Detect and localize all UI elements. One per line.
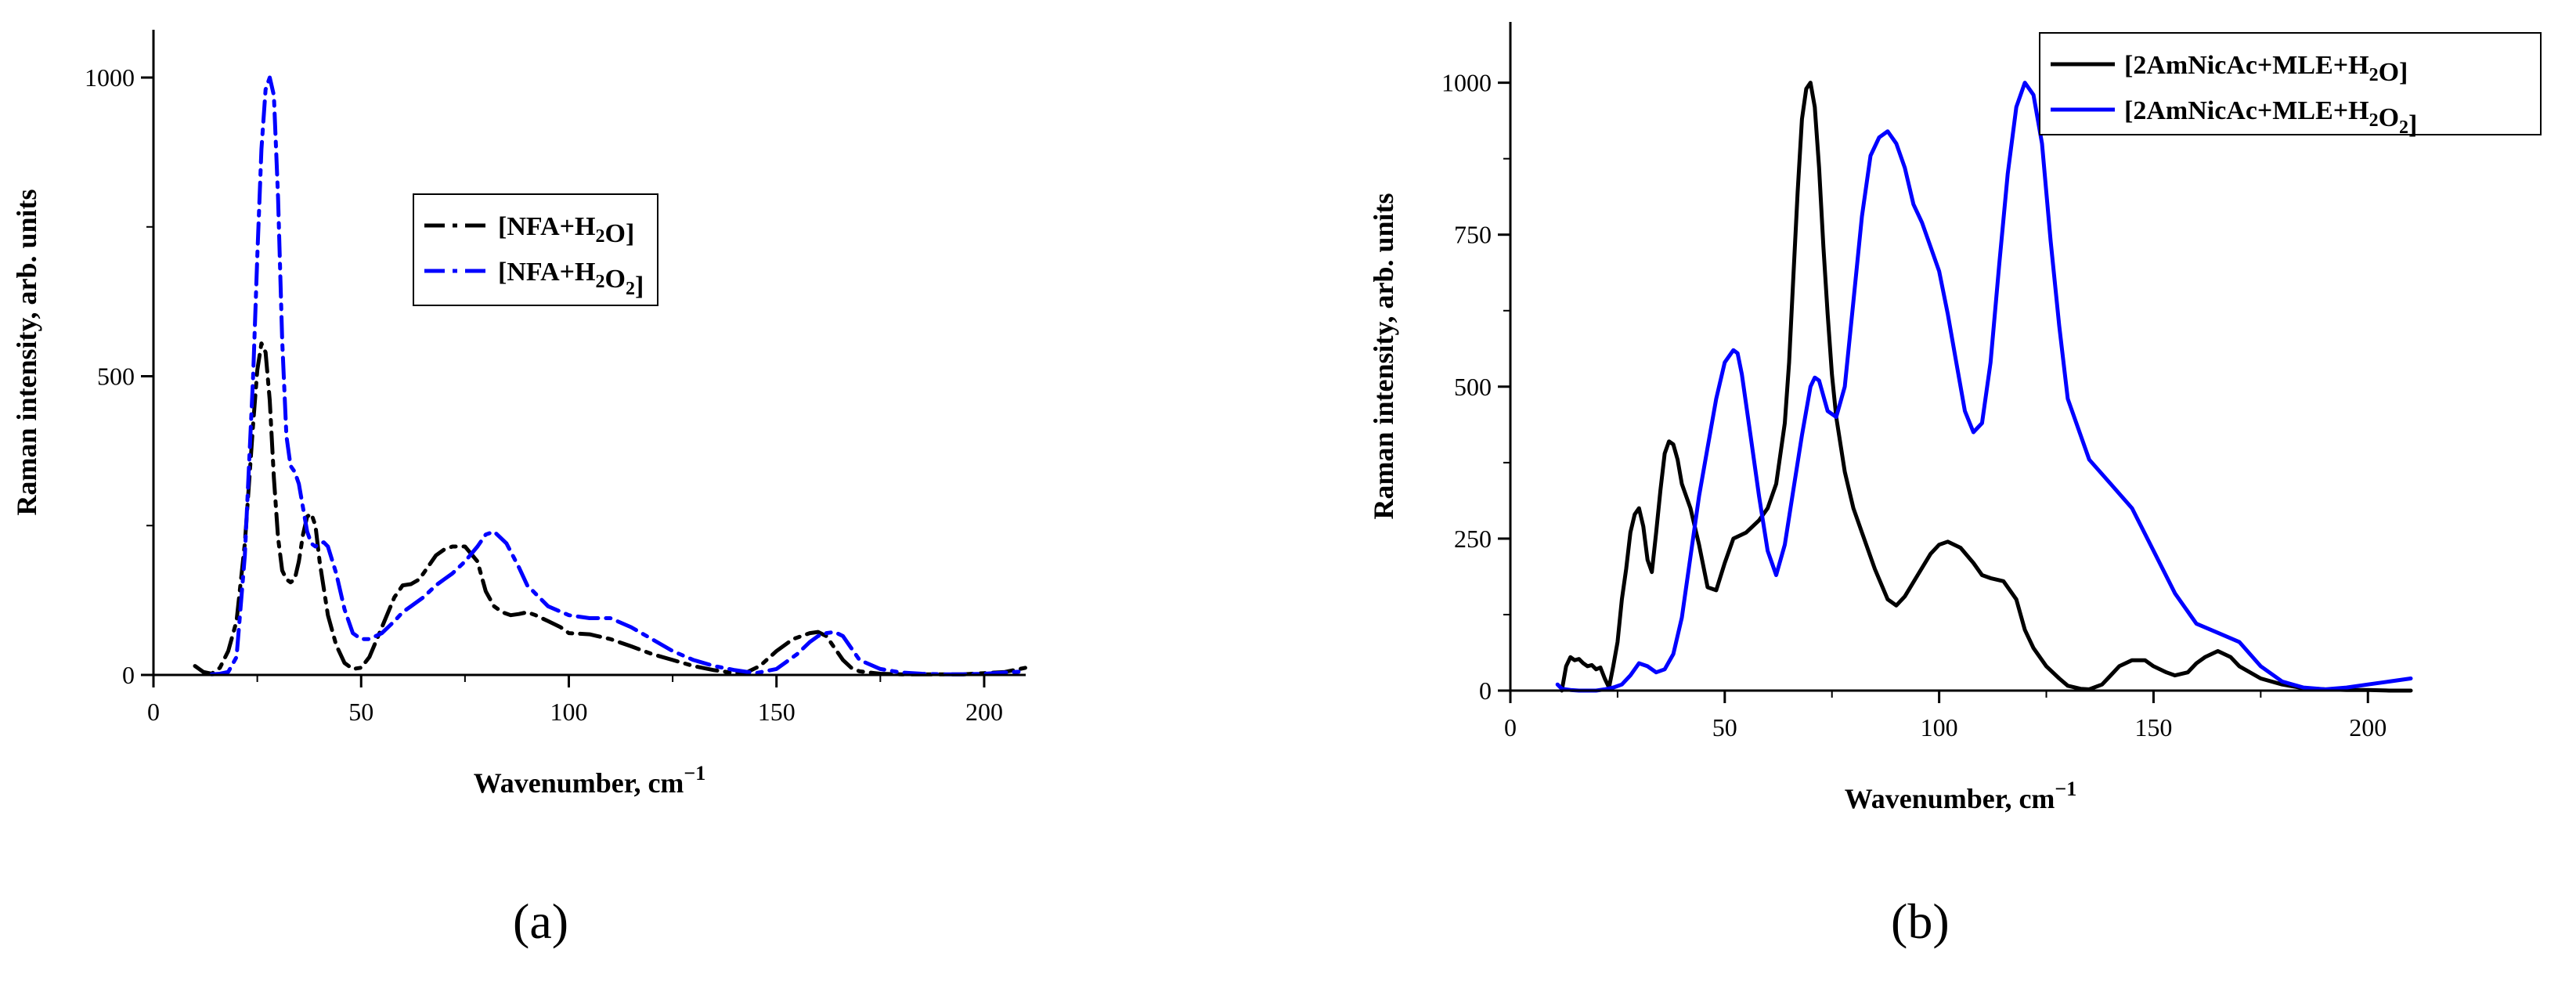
- x-tick-label-b-200: 200: [2349, 713, 2387, 741]
- legend-label-a-1: [NFA+H2O2]: [498, 258, 644, 301]
- x-tick-label-a-50: 50: [348, 698, 373, 726]
- x-tick-label-b-150: 150: [2134, 713, 2172, 741]
- y-tick-label-a-500: 500: [97, 363, 135, 391]
- caption-b: (b): [1891, 893, 1950, 949]
- chart-b-svg: 0 50 100 150 200 0 250 500 750 1000 Wavenumber, cm…: [1368, 22, 2542, 814]
- y-axis-title-b: Raman intensity, arb. units: [1368, 193, 1399, 519]
- caption-a: (a): [513, 893, 569, 949]
- legend-box-a: [413, 193, 658, 306]
- x-tick-label-a-100: 100: [550, 698, 587, 726]
- series-line-b-0: [1560, 81, 2413, 693]
- y-tick-label-b-1000: 1000: [1441, 69, 1492, 97]
- x-axis-title-a: Wavenumber, cm−1: [474, 762, 706, 799]
- x-tick-label-a-150: 150: [758, 698, 796, 726]
- x-tick-label-b-0: 0: [1504, 713, 1517, 741]
- y-tick-label-b-0: 0: [1479, 677, 1492, 705]
- series-line-b-1: [1555, 81, 2413, 693]
- x-tick-label-b-50: 50: [1712, 713, 1737, 741]
- legend-a: [NFA+H2O] [NFA+H2O2]: [413, 193, 658, 306]
- chart-panel-a: 0 50 100 150 200 0 500 1000 Wavenumber, cm−1 Rama…: [11, 30, 1028, 799]
- y-axis-title-a: Raman intensity, arb. units: [11, 189, 42, 515]
- x-tick-label-a-200: 200: [965, 698, 1003, 726]
- chart-a-svg: 0 50 100 150 200 0 500 1000 Wavenumber, cm−1 Rama…: [11, 30, 1028, 799]
- legend-label-b-0: [2AmNicAc+MLE+H2O]: [2124, 51, 2408, 87]
- legend-label-a-0: [NFA+H2O]: [498, 212, 634, 248]
- y-tick-label-b-500: 500: [1454, 373, 1492, 401]
- series-line-a-0: [193, 341, 1028, 677]
- x-tick-label-b-100: 100: [1921, 713, 1958, 741]
- y-tick-label-a-0: 0: [122, 661, 135, 689]
- legend-b: [2AmNicAc+MLE+H2O] [2AmNicAc+MLE+H2O2]: [2039, 32, 2542, 139]
- y-tick-label-b-250: 250: [1454, 525, 1492, 553]
- series-line-a-1: [209, 75, 1028, 677]
- y-tick-label-a-1000: 1000: [85, 63, 135, 92]
- chart-panel-b: 0 50 100 150 200 0 250 500 750 1000 Wavenumber, cm…: [1288, 0, 2576, 985]
- y-tick-label-b-750: 750: [1454, 221, 1492, 249]
- x-axis-title-b: Wavenumber, cm−1: [1845, 778, 2077, 814]
- x-tick-label-a-0: 0: [147, 698, 160, 726]
- legend-label-b-1: [2AmNicAc+MLE+H2O2]: [2124, 96, 2417, 139]
- legend-box-b: [2039, 32, 2542, 135]
